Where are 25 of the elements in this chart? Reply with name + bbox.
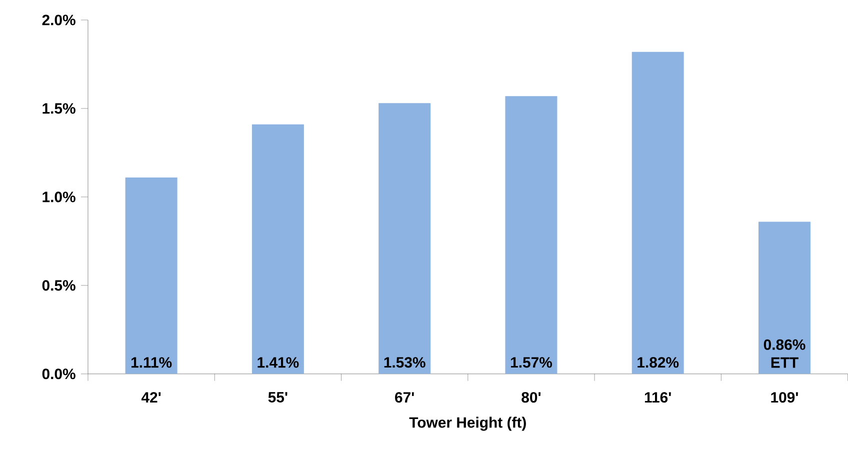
x-tick-label: 80' (522, 392, 541, 403)
bar (125, 178, 178, 374)
data-label: 1.41% (258, 357, 299, 368)
data-label: 1.53% (384, 357, 426, 368)
data-label: 1.82% (638, 357, 679, 368)
bar (758, 222, 810, 374)
data-label: 1.11% (131, 357, 172, 368)
y-tick-label: 0.0% (42, 368, 76, 380)
data-label: 1.57% (510, 357, 552, 368)
annotation: ETT (771, 357, 798, 368)
x-tick-label: 67' (395, 392, 414, 403)
x-tick-label: 109' (771, 392, 798, 403)
x-tick-label: 55' (268, 392, 288, 403)
y-tick-label: 2.0% (42, 14, 76, 26)
bar (378, 103, 431, 374)
y-tick-label: 1.5% (42, 103, 76, 114)
bar (252, 124, 304, 374)
data-label: 0.86% (764, 339, 806, 350)
bar (505, 96, 558, 374)
x-tick-label: 42' (141, 392, 161, 403)
y-tick-label: 1.0% (42, 192, 76, 202)
y-tick-label: 0.5% (42, 280, 76, 291)
x-axis-title: Tower Height (ft) (409, 416, 526, 431)
bar (632, 52, 684, 374)
x-tick-label: 116' (644, 392, 671, 403)
